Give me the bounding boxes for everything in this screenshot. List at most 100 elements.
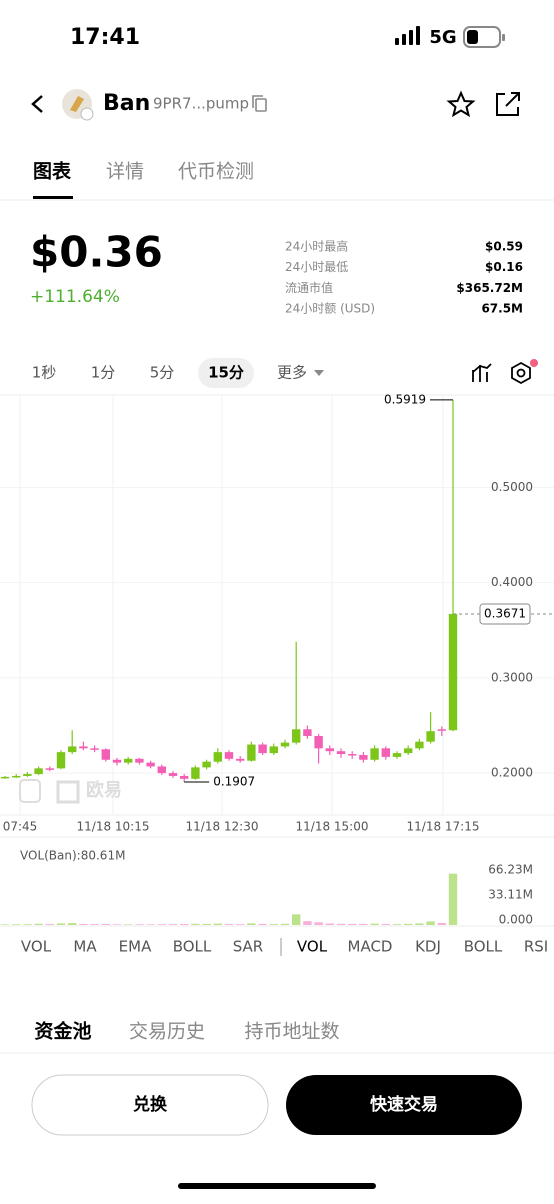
price-change: +111.64% [30,287,120,307]
quick-trade-label[interactable]: 快速交易 [370,1094,438,1115]
home-indicator [178,1183,376,1189]
interval[interactable]: 15分 [208,364,244,382]
battery-icon [463,26,505,48]
volume-bar [415,923,424,925]
candle-body [34,768,43,775]
indicator-tab[interactable]: MACD [348,938,393,956]
volume-tick-label: 66.23M [488,863,533,877]
section-tab[interactable]: 持币地址数 [244,1021,339,1043]
stat-value: $0.59 [485,240,523,254]
volume-tick-label: 33.11M [488,888,533,902]
indicator-tab[interactable]: MA [73,938,97,956]
indicator-tab[interactable]: VOL [297,938,328,956]
candle-body [314,735,323,749]
swap-button[interactable] [31,1074,269,1136]
low-label: 0.1907 [213,774,255,788]
section-tab[interactable]: 交易历史 [129,1021,205,1043]
y-tick-label: 0.2000 [491,766,533,780]
indicator-tab[interactable]: BOLL [464,938,503,956]
quick-trade-button[interactable] [286,1075,522,1135]
interval[interactable]: 更多 [277,364,307,382]
volume-bar [258,924,267,925]
candle-body [258,744,267,754]
swap-label[interactable]: 兑换 [133,1094,168,1115]
token-logo [62,89,94,121]
volume-bar [247,923,256,925]
candle-body [381,748,390,757]
volume-bar [34,923,43,925]
y-tick-label: 0.3000 [491,670,533,684]
volume-bar [269,924,278,925]
candle-body [224,752,234,759]
volume-bar [280,923,290,925]
volume-bar [314,922,323,925]
candle-body [45,768,54,770]
candle-body [426,731,435,742]
stat-value: $365.72M [456,281,523,295]
candle-body [0,776,10,779]
candle-body [157,766,166,774]
volume-bar [191,923,200,925]
settings-button[interactable] [511,359,538,385]
tab[interactable]: 代币检测 [178,161,254,183]
stat-value: 67.5M [481,302,523,316]
share-button[interactable] [496,92,520,116]
current-price-box [479,603,531,625]
indicator-tab[interactable]: BOLL [173,938,212,956]
copy-button[interactable] [252,95,267,112]
indicator-tab[interactable]: RSI [524,938,548,956]
volume-bar [180,924,189,925]
section-tab[interactable]: 资金池 [34,1020,91,1043]
volume-bar [168,924,178,925]
interval-highlight [198,358,254,388]
price: $0.36 [30,228,163,277]
indicator-button[interactable] [472,363,492,382]
tab[interactable]: 图表 [33,160,72,183]
candle-body [56,752,66,769]
indicator-tab[interactable]: KDJ [415,938,441,956]
indicator-tab[interactable]: VOL [21,938,52,956]
volume-bar [224,924,234,925]
candle-body [292,729,301,743]
candle-body [68,746,77,753]
volume-bar [157,924,166,925]
candle-body [247,744,256,761]
back-button[interactable] [31,95,43,113]
candle-body [359,755,368,760]
volume-bar [236,924,245,925]
candle-body [146,762,155,767]
volume-bar [202,923,211,925]
indicator-tab[interactable]: EMA [119,938,152,956]
volume-tick-label: 0.000 [499,913,533,927]
volume-bar [359,923,368,925]
candle-body [236,758,245,761]
volume-bar [213,923,222,925]
watermark-logo [56,780,80,804]
volume-bar [448,873,458,925]
stat-label: 24小时额 (USD) [285,302,375,316]
candle-body [90,748,99,750]
candle-body [135,758,144,763]
candle-body [23,774,32,776]
candle-body [213,752,222,762]
tab[interactable]: 详情 [106,161,144,183]
volume-bar [348,923,357,925]
volume-bar [101,924,110,925]
candle-body [191,767,200,779]
candle-body [325,748,334,752]
interval[interactable]: 5分 [150,364,175,382]
stat-label: 流通市值 [285,280,333,295]
volume-bar [303,921,312,925]
candle-body [303,729,312,736]
candle-body [12,775,21,778]
favorite-button[interactable] [446,90,476,118]
x-tick-label: 11/18 10:15 [77,820,150,834]
volume-bar [23,924,32,925]
watermark: 欧易 [86,779,122,801]
interval[interactable]: 1秒 [32,364,57,382]
current-price-label: 0.3671 [484,606,526,620]
indicator-tab[interactable]: SAR [233,938,263,956]
x-tick-label: 11/18 15:00 [296,820,369,834]
interval[interactable]: 1分 [91,364,116,382]
